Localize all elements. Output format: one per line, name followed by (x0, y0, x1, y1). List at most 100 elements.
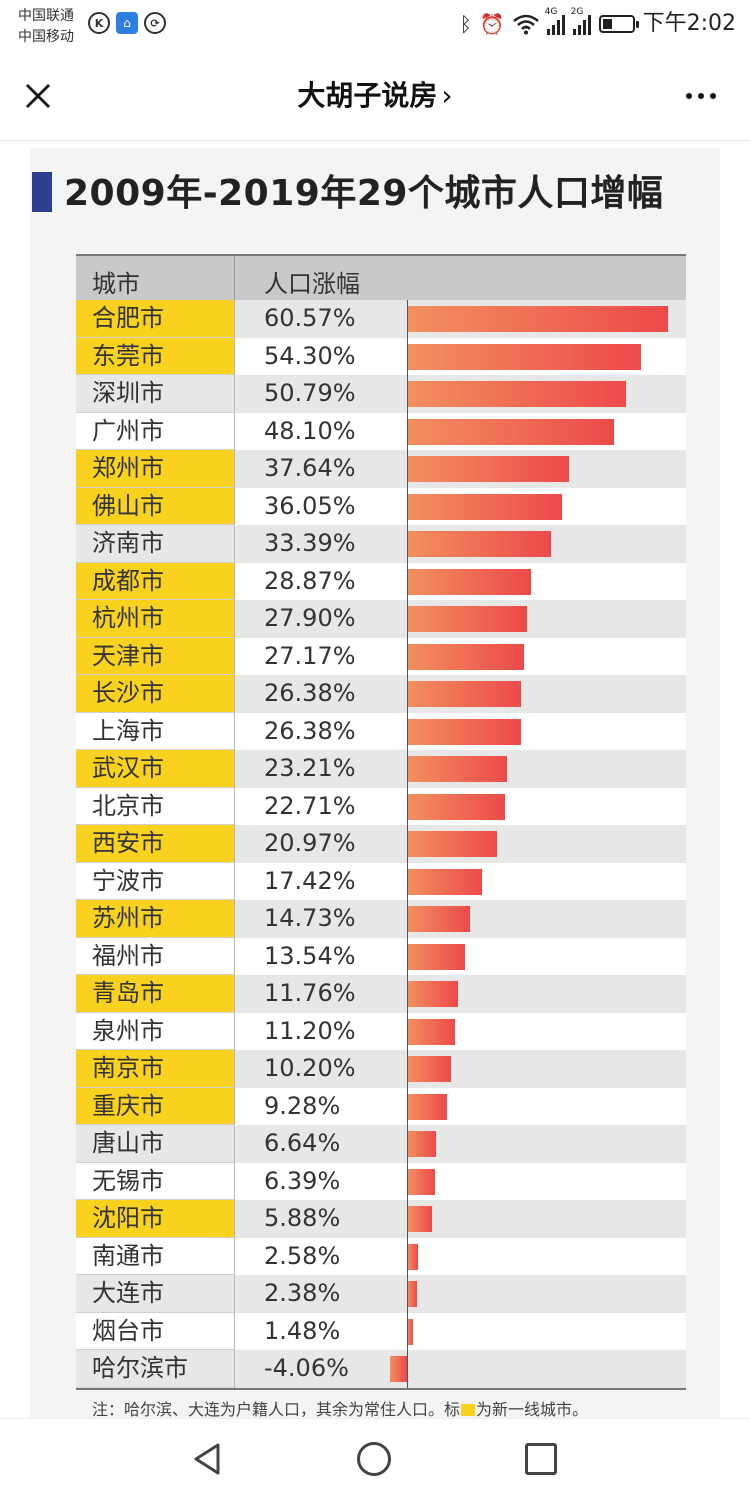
column-divider (234, 412, 235, 450)
growth-label: 50.79% (264, 379, 356, 407)
nav-back-icon[interactable] (190, 1441, 226, 1477)
account-title[interactable]: 大胡子说房 › (0, 76, 750, 116)
city-label: 哈尔滨市 (76, 1350, 234, 1388)
growth-bar (407, 1318, 414, 1345)
column-divider (234, 450, 235, 488)
city-label: 大连市 (76, 1275, 234, 1313)
column-divider (234, 1050, 235, 1088)
growth-bar (407, 568, 532, 595)
column-divider (234, 525, 235, 563)
table-row: 上海市 26.38% (76, 712, 686, 750)
column-divider (234, 300, 235, 338)
growth-bar (407, 531, 551, 557)
table-row: 哈尔滨市 -4.06% (76, 1350, 686, 1388)
close-icon (26, 84, 50, 108)
column-divider (234, 825, 235, 863)
growth-label: 27.17% (264, 641, 356, 670)
table-row: 重庆市 9.28% (76, 1087, 686, 1125)
app-badge-icon: ⌂ (116, 12, 138, 34)
growth-bar (407, 493, 563, 520)
status-right-icons: ᛒ ⏰ 4G 2G 下午2:02 (460, 7, 736, 38)
growth-label: 60.57% (264, 304, 356, 332)
growth-label: 2.38% (264, 1279, 341, 1307)
city-label: 合肥市 (76, 300, 234, 338)
highlight-swatch (461, 1404, 476, 1416)
column-divider (234, 862, 235, 900)
growth-bar (407, 681, 521, 707)
growth-table: 城市 人口涨幅 合肥市 60.57% 东莞市 54.30% 深圳市 50.79% 广州市 48… (76, 254, 686, 1388)
table-row: 苏州市 14.73% (76, 900, 686, 938)
growth-bar (407, 868, 483, 895)
growth-bar (407, 381, 626, 407)
nav-recents-icon[interactable] (525, 1443, 557, 1475)
city-label: 烟台市 (76, 1313, 234, 1350)
net-2g-label: 2G (570, 7, 584, 17)
bar-axis (407, 300, 408, 1388)
city-label: 青岛市 (76, 975, 234, 1013)
growth-label: -4.06% (264, 1354, 349, 1382)
column-divider (234, 1275, 235, 1313)
growth-label: 22.71% (264, 791, 356, 820)
column-divider (234, 1200, 235, 1238)
table-header: 城市 人口涨幅 (76, 254, 686, 300)
growth-label: 20.97% (264, 829, 356, 857)
growth-bar (407, 1093, 447, 1120)
growth-bar (407, 718, 521, 745)
title-bar: 大胡子说房 › (0, 52, 750, 141)
column-divider (234, 1162, 235, 1200)
growth-label: 17.42% (264, 866, 356, 895)
table-row: 成都市 28.87% (76, 562, 686, 600)
growth-label: 13.54% (264, 941, 356, 970)
growth-bar (407, 1131, 436, 1157)
growth-label: 10.20% (264, 1054, 356, 1082)
table-row: 佛山市 36.05% (76, 487, 686, 525)
table-row: 广州市 48.10% (76, 412, 686, 450)
city-label: 重庆市 (76, 1087, 234, 1125)
table-row: 东莞市 54.30% (76, 337, 686, 375)
growth-label: 2.58% (264, 1241, 341, 1270)
column-divider (234, 1125, 235, 1163)
growth-label: 23.21% (264, 754, 356, 782)
account-name: 大胡子说房 (297, 79, 438, 112)
column-divider (234, 487, 235, 525)
close-button[interactable] (18, 76, 58, 116)
city-label: 福州市 (76, 938, 234, 975)
growth-label: 27.90% (264, 604, 356, 632)
column-divider (234, 1312, 235, 1350)
more-button[interactable] (676, 78, 726, 114)
growth-bar (407, 418, 615, 445)
more-dot (698, 93, 704, 99)
city-label: 无锡市 (76, 1163, 234, 1200)
column-divider (234, 1237, 235, 1275)
city-label: 泉州市 (76, 1013, 234, 1050)
sync-icon: ⟳ (144, 12, 166, 34)
k-circle-icon: K (88, 12, 110, 34)
table-row: 大连市 2.38% (76, 1275, 686, 1313)
table-row: 唐山市 6.64% (76, 1125, 686, 1163)
column-divider (234, 750, 235, 788)
city-label: 沈阳市 (76, 1200, 234, 1238)
city-label: 武汉市 (76, 750, 234, 788)
growth-label: 26.38% (264, 716, 356, 745)
growth-label: 48.10% (264, 416, 356, 445)
table-row: 合肥市 60.57% (76, 300, 686, 338)
growth-bar (407, 756, 507, 782)
table-row: 郑州市 37.64% (76, 450, 686, 488)
city-label: 济南市 (76, 525, 234, 563)
column-divider (234, 712, 235, 750)
signal-4g-icon: 4G (545, 7, 565, 35)
status-time: 下午2:02 (642, 11, 736, 36)
column-divider (234, 337, 235, 375)
heading-accent (32, 172, 52, 212)
table-row: 杭州市 27.90% (76, 600, 686, 638)
city-label: 上海市 (76, 713, 234, 750)
growth-bar (407, 1281, 418, 1307)
city-label: 长沙市 (76, 675, 234, 713)
net-4g-label: 4G (544, 7, 558, 17)
city-label: 深圳市 (76, 375, 234, 413)
nav-home-icon[interactable] (357, 1442, 391, 1476)
article-image: 2009年-2019年29个城市人口增幅 城市 人口涨幅 合肥市 60.57% 东莞… (30, 148, 720, 1418)
growth-bar (407, 981, 458, 1007)
header-growth: 人口涨幅 (264, 270, 360, 298)
column-divider (234, 562, 235, 600)
